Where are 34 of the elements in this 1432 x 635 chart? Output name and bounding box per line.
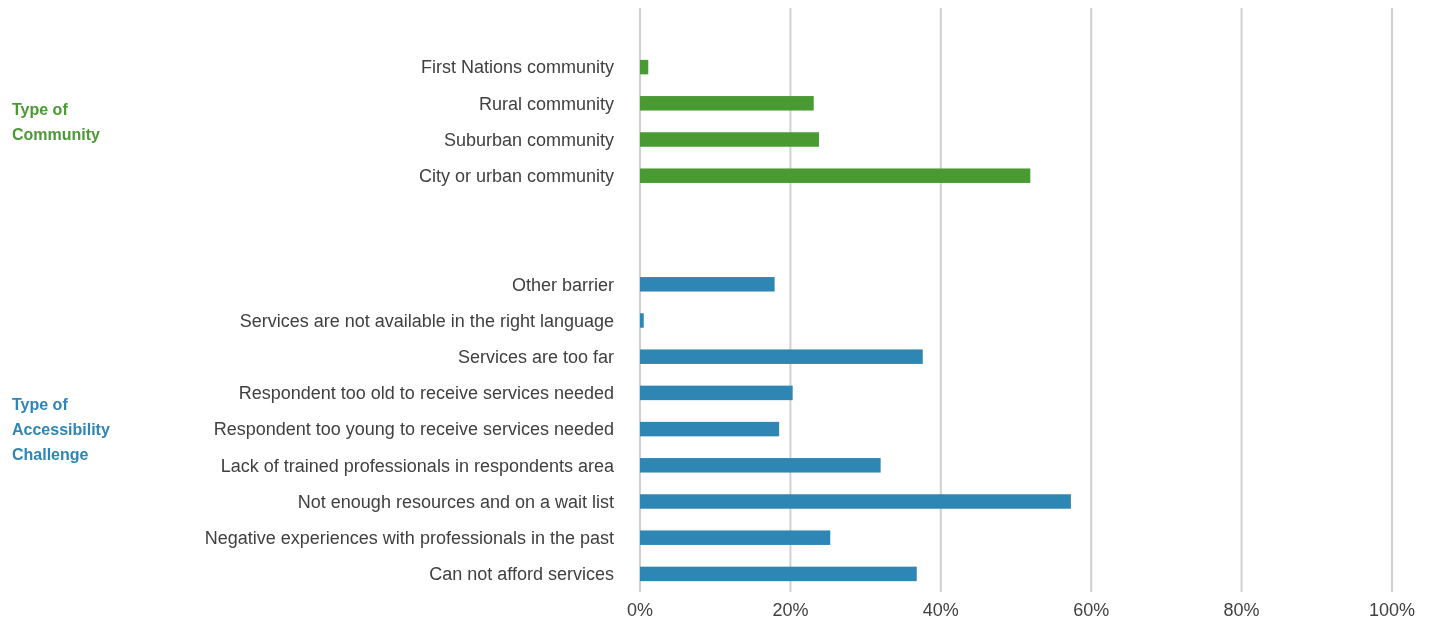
bar: [640, 458, 881, 473]
bar: [640, 349, 923, 364]
y-tick-label: Negative experiences with professionals in the past: [204, 528, 614, 548]
y-tick-label: Respondent too young to receive services needed: [213, 419, 614, 440]
x-tick-label: 20%: [772, 600, 809, 620]
bar: [640, 96, 814, 111]
bar: [640, 277, 775, 292]
y-tick-label: City or urban community: [418, 166, 614, 186]
x-tick-label: 60%: [1073, 600, 1110, 620]
y-tick-label: Services are too far: [457, 347, 614, 367]
bar: [640, 385, 793, 401]
bar: [640, 566, 917, 582]
y-tick-label: Respondent too old to receive services needed: [238, 383, 614, 404]
y-tick-label: Can not afford services: [429, 564, 614, 585]
x-tick-label: 80%: [1223, 600, 1260, 620]
text: Type of Community: [12, 100, 101, 143]
y-tick-label: Not enough resources and on a wait list: [297, 491, 614, 512]
bar: [640, 421, 780, 437]
y-tick-label: First Nations community: [420, 57, 614, 78]
bar: [640, 132, 819, 147]
bar: [640, 530, 831, 545]
text: Type of Accessibility Challenge: [12, 395, 110, 463]
y-tick-label: Suburban community: [443, 129, 614, 150]
x-tick-label: 100%: [1368, 600, 1416, 620]
y-tick-label: Lack of trained professionals in respondents area: [220, 455, 615, 476]
y-tick-label: Rural community: [478, 93, 614, 114]
bar: [640, 59, 649, 75]
x-tick-label: 0%: [626, 600, 654, 620]
bar: [640, 494, 1071, 509]
bar: [640, 168, 1031, 183]
y-tick-label: Other barrier: [511, 274, 614, 295]
y-tick-label: Services are not available in the right language: [239, 310, 614, 331]
bar: [640, 313, 644, 328]
x-tick-label: 40%: [922, 600, 959, 620]
